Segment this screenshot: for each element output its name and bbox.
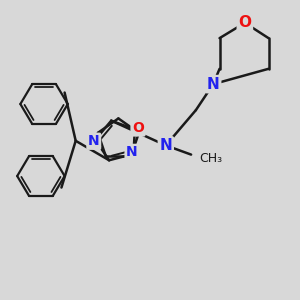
Text: O: O xyxy=(238,15,251,30)
Text: O: O xyxy=(132,121,144,135)
Text: N: N xyxy=(88,134,100,148)
Text: N: N xyxy=(207,76,220,92)
Text: N: N xyxy=(159,138,172,153)
Text: CH₃: CH₃ xyxy=(199,152,222,165)
Text: N: N xyxy=(126,146,138,159)
